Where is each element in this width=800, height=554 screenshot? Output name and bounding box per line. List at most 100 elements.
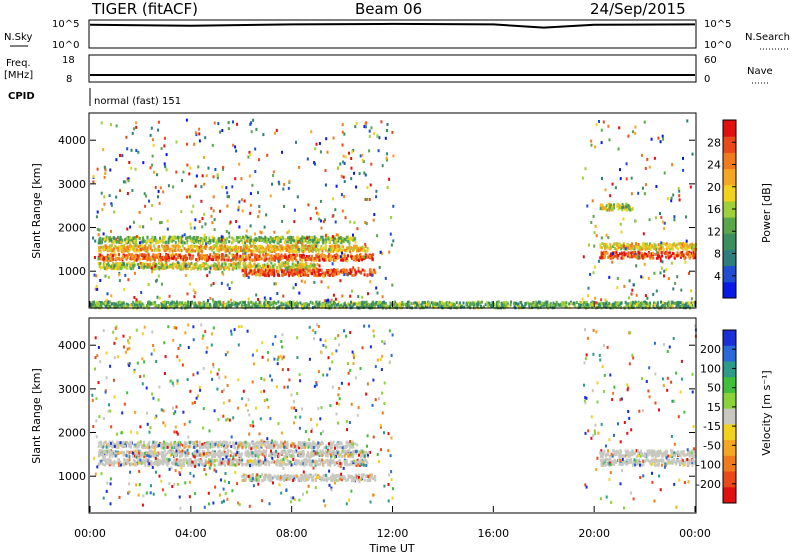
power-echo-cell	[129, 264, 132, 268]
power-echo-cell	[198, 241, 201, 245]
power-echo-cell	[637, 247, 640, 251]
power-echo-cell	[275, 255, 278, 259]
power-echo-cell	[106, 253, 109, 257]
power-echo-cell	[163, 144, 166, 148]
power-echo-cell	[194, 184, 197, 188]
power-echo-cell	[149, 239, 152, 243]
power-echo-cell	[279, 246, 282, 250]
power-echo-cell	[325, 304, 328, 307]
power-echo-cell	[221, 254, 224, 258]
power-echo-cell	[639, 247, 642, 251]
power-echo-cell	[151, 240, 154, 244]
power-echo-cell	[112, 261, 115, 265]
power-echo-cell	[363, 255, 366, 259]
power-echo-cell	[650, 252, 653, 256]
power-echo-cell	[113, 240, 116, 244]
power-echo-cell	[297, 269, 300, 273]
power-echo-cell	[193, 142, 196, 146]
power-echo-cell	[361, 300, 364, 304]
power-echo-cell	[324, 254, 327, 258]
power-echo-cell	[386, 186, 389, 189]
power-echo-cell	[133, 240, 136, 244]
power-echo-cell	[224, 244, 227, 248]
power-echo-cell	[253, 262, 256, 266]
power-echo-cell	[153, 267, 156, 271]
power-echo-cell	[174, 236, 177, 240]
power-echo-cell	[320, 247, 323, 251]
power-echo-cell	[217, 237, 220, 241]
power-echo-cell	[193, 244, 196, 248]
power-echo-cell	[618, 126, 621, 130]
power-echo-cell	[667, 303, 670, 307]
power-echo-cell	[570, 302, 573, 306]
power-echo-cell	[195, 258, 198, 262]
cpid-label: CPID	[8, 91, 35, 102]
power-echo-cell	[146, 257, 149, 261]
power-echo-cell	[320, 269, 323, 272]
power-echo-cell	[349, 236, 352, 240]
power-echo-cell	[625, 202, 628, 206]
power-echo-cell	[180, 238, 183, 242]
power-echo-cell	[320, 226, 323, 230]
power-echo-cell	[213, 267, 216, 271]
power-echo-cell	[644, 167, 647, 170]
power-echo-cell	[647, 276, 650, 280]
power-echo-cell	[103, 262, 106, 266]
power-echo-cell	[588, 303, 591, 307]
power-echo-cell	[207, 305, 210, 309]
power-echo-cell	[219, 266, 222, 270]
power-echo-cell	[162, 247, 165, 251]
power-echo-cell	[234, 177, 237, 181]
power-echo-cell	[264, 237, 267, 241]
power-echo-cell	[177, 266, 180, 270]
power-echo-cell	[319, 150, 322, 154]
power-echo-cell	[124, 180, 127, 184]
power-echo-cell	[262, 246, 265, 250]
power-echo-cell	[248, 271, 251, 275]
power-echo-cell	[257, 258, 260, 261]
power-echo-cell	[107, 263, 110, 267]
power-echo-cell	[215, 253, 218, 257]
power-echo-cell	[687, 301, 690, 305]
power-echo-cell	[573, 303, 576, 307]
power-echo-cell	[217, 239, 220, 243]
power-echo-cell	[366, 247, 369, 250]
power-echo-cell	[683, 243, 686, 247]
power-echo-cell	[280, 235, 283, 239]
power-echo-cell	[184, 304, 187, 308]
power-echo-cell	[211, 143, 214, 147]
power-echo-cell	[212, 175, 215, 179]
power-echo-cell	[381, 295, 384, 299]
power-echo-cell	[175, 264, 178, 268]
power-echo-cell	[403, 302, 406, 306]
power-echo-cell	[154, 236, 157, 239]
power-echo-cell	[330, 257, 333, 261]
power-echo-cell	[152, 263, 155, 267]
power-echo-cell	[670, 199, 673, 203]
power-echo-cell	[189, 263, 192, 267]
power-echo-cell	[383, 303, 386, 307]
power-echo-cell	[165, 258, 168, 262]
power-echo-cell	[363, 301, 366, 305]
power-echo-cell	[353, 302, 356, 306]
power-echo-cell	[180, 304, 183, 307]
power-echo-cell	[634, 254, 637, 258]
power-echo-cell	[388, 250, 391, 254]
power-echo-cell	[467, 301, 470, 305]
power-echo-cell	[689, 185, 692, 189]
power-echo-cell	[356, 227, 359, 231]
power-echo-cell	[153, 258, 156, 262]
power-echo-cell	[297, 248, 300, 252]
power-echo-cell	[240, 303, 243, 307]
power-echo-cell	[312, 257, 315, 261]
power-echo-cell	[227, 300, 230, 304]
power-echo-cell	[235, 149, 238, 153]
power-echo-cell	[558, 303, 561, 307]
power-echo-cell	[99, 279, 102, 282]
power-echo-cell	[95, 215, 98, 219]
power-echo-cell	[635, 264, 638, 268]
power-echo-cell	[352, 233, 354, 237]
power-echo-cell	[303, 239, 306, 243]
power-echo-cell	[278, 255, 281, 259]
power-echo-cell	[341, 236, 344, 240]
